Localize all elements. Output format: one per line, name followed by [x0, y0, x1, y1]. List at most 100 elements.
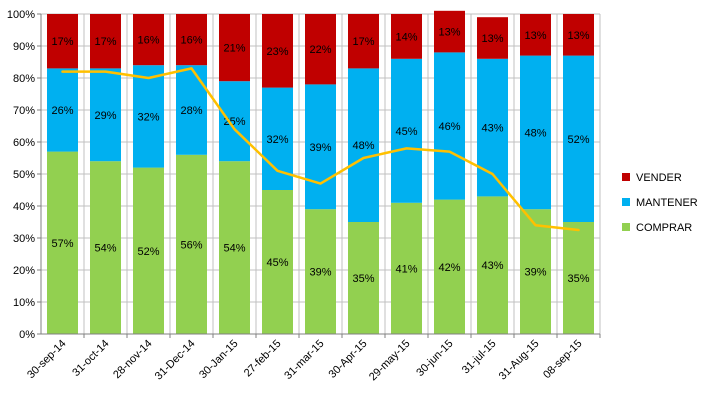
data-label-mantener-12: 52%: [567, 134, 589, 146]
x-tick-label-3: 31-Dec-14: [153, 338, 198, 383]
x-tick-label-1: 31-oct-14: [70, 338, 111, 379]
data-label-comprar-0: 57%: [51, 238, 73, 250]
y-tick-label: 30%: [13, 233, 35, 245]
data-label-mantener-8: 45%: [395, 126, 417, 138]
bar-vender-10: [477, 17, 508, 59]
y-tick-label: 70%: [13, 105, 35, 117]
x-tick-label-5: 27-feb-15: [242, 338, 284, 380]
data-label-comprar-11: 39%: [524, 267, 546, 279]
y-tick-label: 50%: [13, 169, 35, 181]
bar-comprar-4: [219, 161, 250, 334]
bar-vender-12: [563, 14, 594, 56]
trend-line: [61, 67, 580, 232]
data-label-comprar-4: 54%: [223, 243, 245, 255]
x-tick-label-12: 08-sep-15: [541, 338, 585, 382]
bar-mantener-1: [90, 68, 121, 162]
bar-mantener-11: [520, 55, 551, 210]
data-label-vender-11: 13%: [524, 30, 546, 42]
y-tick-label: 60%: [13, 137, 35, 149]
x-tick-label-4: 30-Jan-15: [197, 338, 241, 382]
data-label-vender-5: 23%: [266, 46, 288, 58]
x-tick-label-11: 31-Aug-15: [497, 338, 542, 383]
bar-vender-6: [305, 14, 336, 85]
bar-comprar-5: [262, 190, 293, 334]
bar-comprar-1: [90, 161, 121, 334]
x-tick-label-8: 29-may-15: [367, 338, 413, 384]
bar-vender-4: [219, 14, 250, 82]
bar-comprar-7: [348, 222, 379, 334]
data-label-comprar-12: 35%: [567, 273, 589, 285]
bar-comprar-2: [133, 167, 164, 334]
data-label-mantener-7: 48%: [352, 140, 374, 152]
data-label-comprar-5: 45%: [266, 257, 288, 269]
bar-comprar-3: [176, 154, 207, 334]
x-tick-label-9: 30-jun-15: [414, 338, 455, 379]
bar-vender-9: [434, 10, 465, 53]
data-label-comprar-1: 54%: [94, 243, 116, 255]
data-label-vender-10: 13%: [481, 33, 503, 45]
bar-comprar-12: [563, 222, 594, 334]
bar-mantener-7: [348, 68, 379, 223]
y-tick-label: 100%: [7, 9, 35, 21]
data-label-vender-7: 17%: [352, 36, 374, 48]
bar-comprar-11: [520, 209, 551, 334]
bar-vender-11: [520, 14, 551, 56]
data-label-mantener-10: 43%: [481, 123, 503, 135]
trend-line-path: [61, 67, 580, 232]
x-tick-label-10: 31-jul-15: [460, 338, 499, 377]
x-tick-label-6: 31-mar-15: [282, 338, 326, 382]
legend-swatch-mantener: [622, 198, 630, 206]
bar-comprar-6: [305, 209, 336, 334]
data-label-vender-9: 13%: [438, 27, 460, 39]
legend-label-vender: VENDER: [636, 172, 682, 184]
bar-mantener-3: [176, 65, 207, 155]
bar-vender-8: [391, 14, 422, 59]
bar-mantener-9: [434, 52, 465, 200]
data-label-vender-3: 16%: [180, 35, 202, 47]
data-label-comprar-10: 43%: [481, 260, 503, 272]
bar-mantener-2: [133, 65, 164, 168]
data-label-mantener-1: 29%: [94, 110, 116, 122]
bar-comprar-10: [477, 196, 508, 334]
x-tick-label-2: 28-nov-14: [111, 338, 155, 382]
bars: [47, 10, 594, 334]
data-label-vender-0: 17%: [51, 36, 73, 48]
y-tick-label: 90%: [13, 41, 35, 53]
y-tick-label: 80%: [13, 73, 35, 85]
data-label-vender-2: 16%: [137, 35, 159, 47]
data-label-vender-4: 21%: [223, 43, 245, 55]
legend-swatch-vender: [622, 173, 630, 181]
bar-mantener-0: [47, 68, 78, 152]
legend-swatch-comprar: [622, 223, 630, 231]
bar-comprar-9: [434, 199, 465, 334]
y-axis: 0% 10% 20% 30% 40% 50% 60% 70% 80% 90% 100%: [7, 9, 42, 341]
bar-comprar-0: [47, 151, 78, 334]
data-label-mantener-4: 25%: [223, 116, 245, 128]
data-label-mantener-11: 48%: [524, 127, 546, 139]
data-label-comprar-8: 41%: [395, 263, 417, 275]
data-label-comprar-6: 39%: [309, 267, 331, 279]
y-tick-label: 20%: [13, 265, 35, 277]
bar-vender-3: [176, 14, 207, 66]
x-tick-label-7: 30-Apr-15: [327, 338, 370, 381]
legend: VENDER MANTENER COMPRAR: [622, 172, 698, 234]
bar-mantener-12: [563, 55, 594, 222]
bar-mantener-4: [219, 81, 250, 162]
data-labels: 57% 26% 17% 54% 29% 17% 52% 32% 16% 56% 28% 16% 54% 2…: [51, 27, 589, 285]
data-label-vender-12: 13%: [567, 30, 589, 42]
bar-vender-2: [133, 14, 164, 66]
bar-vender-5: [262, 14, 293, 88]
legend-label-comprar: COMPRAR: [636, 222, 692, 234]
y-tick-label: 10%: [13, 297, 35, 309]
data-label-mantener-6: 39%: [309, 142, 331, 154]
data-label-comprar-9: 42%: [438, 262, 460, 274]
data-label-mantener-0: 26%: [51, 105, 73, 117]
data-label-comprar-3: 56%: [180, 239, 202, 251]
bar-comprar-8: [391, 202, 422, 334]
bar-vender-1: [90, 14, 121, 69]
data-label-mantener-5: 32%: [266, 134, 288, 146]
legend-label-mantener: MANTENER: [636, 197, 698, 209]
bar-mantener-8: [391, 58, 422, 203]
data-label-comprar-2: 52%: [137, 246, 159, 258]
